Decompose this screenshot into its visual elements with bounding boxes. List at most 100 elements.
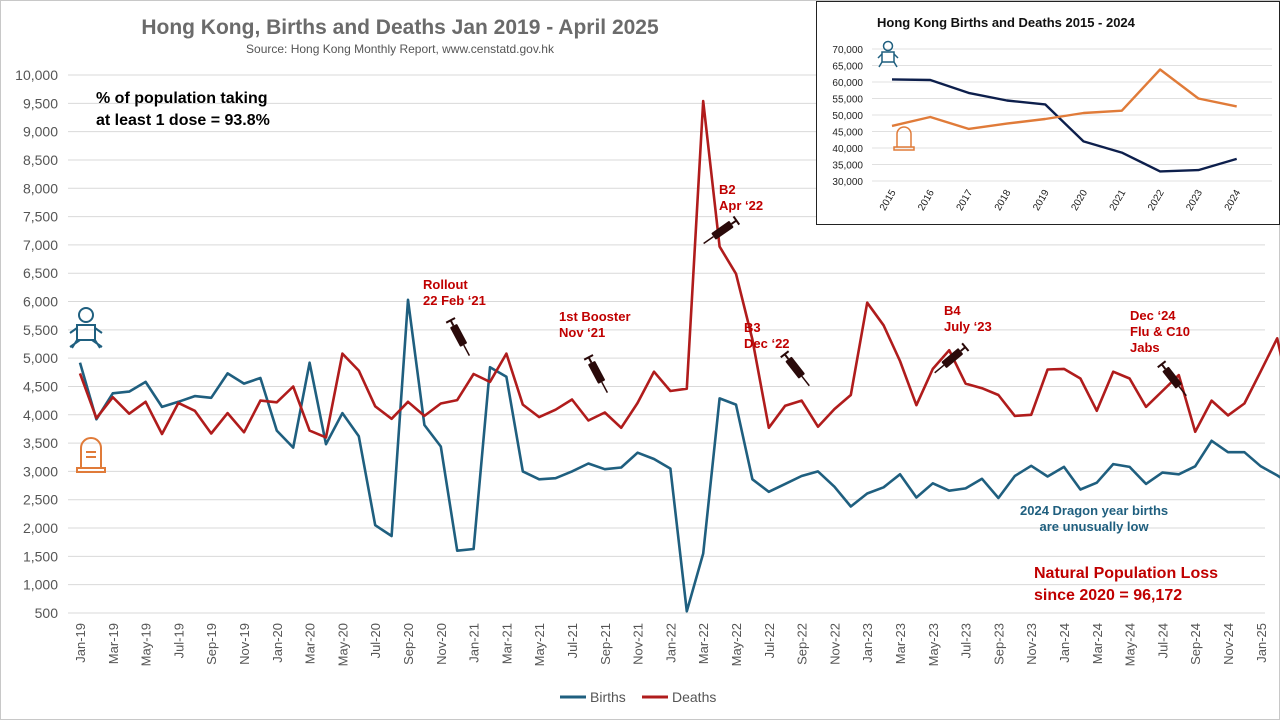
inset-y-tick-label: 70,000 — [832, 45, 863, 56]
main-x-tick-label: Jul-22 — [762, 623, 777, 658]
legend-deaths-label: Deaths — [672, 689, 716, 705]
b3-annotation: B3 Dec ‘22 — [744, 320, 790, 352]
loss-line2: since 2020 = 96,172 — [1034, 587, 1183, 604]
inset-chart-svg: Hong Kong Births and Deaths 2015 - 2024 … — [832, 15, 1272, 213]
inset-x-tick-label: 2024 — [1223, 188, 1244, 213]
main-x-tick-label: Jul-19 — [171, 623, 186, 658]
syringe-barrel — [785, 356, 805, 379]
main-x-tick-label: Jul-24 — [1155, 623, 1170, 658]
syringe-plunger — [783, 353, 790, 360]
main-x-tick-label: Jul-20 — [368, 623, 383, 658]
booster-line1: 1st Booster — [559, 309, 631, 324]
syringe-icon — [780, 350, 810, 387]
syringe-handle — [732, 215, 741, 226]
main-x-tick-label: Jan-22 — [663, 623, 678, 663]
inset-x-tick-label: 2022 — [1146, 188, 1167, 213]
rollout-line2: 22 Feb ‘21 — [423, 293, 486, 308]
flu-annotation: Dec ‘24 Flu & C10 Jabs — [1130, 308, 1190, 356]
inset-x-tick-label: 2019 — [1031, 188, 1052, 213]
main-x-tick-label: Mar-24 — [1090, 623, 1105, 664]
syringe-plunger — [449, 319, 455, 327]
deaths-line — [78, 99, 1280, 439]
main-y-tick-label: 10,000 — [15, 67, 58, 83]
syringe-icon — [1157, 360, 1187, 397]
main-x-tick-label: Jan-21 — [467, 623, 482, 663]
legend-births-label: Births — [590, 689, 626, 705]
main-x-tick-label: Nov-19 — [237, 623, 252, 665]
syringe-barrel — [450, 324, 467, 347]
syringe-icon — [445, 317, 471, 357]
main-gridlines — [68, 74, 1265, 614]
main-y-tick-label: 8,500 — [23, 152, 58, 168]
main-y-tick-label: 5,000 — [23, 350, 58, 366]
inset-x-tick-label: 2023 — [1184, 188, 1205, 213]
dragon-annotation: 2024 Dragon year births are unusually lo… — [1020, 503, 1168, 535]
main-x-tick-label: Sep-21 — [598, 623, 613, 665]
main-x-tick-label: Nov-24 — [1221, 623, 1236, 665]
inset-chart-title: Hong Kong Births and Deaths 2015 - 2024 — [877, 15, 1136, 30]
main-x-tick-label: Mar-22 — [696, 623, 711, 664]
baby-icon — [69, 307, 103, 349]
main-chart-subtitle: Source: Hong Kong Monthly Report, www.ce… — [246, 42, 555, 56]
main-x-tick-label: Sep-23 — [991, 623, 1006, 665]
inset-births-line — [891, 78, 1238, 173]
inset-x-tick-label: 2017 — [955, 188, 976, 213]
main-x-tick-label: May-21 — [532, 623, 547, 666]
main-series-lines — [78, 99, 1280, 613]
inset-y-tick-label: 45,000 — [832, 128, 863, 139]
inset-y-tick-label: 30,000 — [832, 177, 863, 188]
syringe-handle — [780, 350, 790, 359]
rollout-annotation: Rollout 22 Feb ‘21 — [423, 277, 486, 309]
flu-line2: Flu & C10 — [1130, 324, 1190, 339]
main-x-tick-label: May-23 — [926, 623, 941, 666]
main-y-tick-label: 8,000 — [23, 180, 58, 196]
syringe-icon — [583, 354, 609, 394]
main-x-tick-label: Nov-21 — [631, 623, 646, 665]
main-y-tick-label: 5,500 — [23, 322, 58, 338]
main-x-tick-label: Nov-23 — [1024, 623, 1039, 665]
main-x-tick-label: Jan-19 — [73, 623, 88, 663]
dose-note-line2: at least 1 dose = 93.8% — [96, 112, 270, 129]
syringe-needle — [801, 375, 810, 387]
main-y-tick-label: 500 — [35, 605, 59, 621]
inset-x-tick-label: 2018 — [993, 188, 1014, 213]
main-x-tick-label: Sep-22 — [795, 623, 810, 665]
inset-y-tick-label: 60,000 — [832, 78, 863, 89]
syringe-icon — [934, 342, 970, 374]
main-x-tick-label: Jan-23 — [860, 623, 875, 663]
syringe-barrel — [711, 221, 734, 240]
inset-y-tick-label: 40,000 — [832, 144, 863, 155]
main-x-tick-label: Jan-25 — [1254, 623, 1269, 663]
b2-line2: Apr ‘22 — [719, 198, 764, 213]
syringe-handle — [961, 342, 970, 352]
syringe-needle — [601, 381, 609, 394]
main-x-tick-label: Mar-23 — [893, 623, 908, 664]
syringe-barrel — [1162, 366, 1182, 389]
tombstone-icon — [893, 126, 915, 151]
main-x-tick-label: Sep-19 — [204, 623, 219, 665]
b4-annotation: B4 July ‘23 — [944, 303, 992, 335]
flu-line3: Jabs — [1130, 340, 1160, 355]
syringe-barrel — [941, 348, 963, 368]
flu-line1: Dec ‘24 — [1130, 308, 1176, 323]
inset-y-tick-label: 65,000 — [832, 62, 863, 73]
syringe-barrel — [588, 361, 605, 384]
main-y-tick-label: 2,500 — [23, 492, 58, 508]
main-x-tick-label: Mar-21 — [499, 623, 514, 664]
syringe-handle — [1157, 360, 1167, 369]
main-x-tick-label: Jan-24 — [1057, 623, 1072, 663]
inset-x-tick-label: 2020 — [1069, 188, 1090, 213]
main-x-tick-label: Mar-20 — [303, 623, 318, 664]
main-x-tick-label: May-20 — [335, 623, 350, 666]
main-x-tick-label: Mar-19 — [106, 623, 121, 664]
main-x-tick-label: May-22 — [729, 623, 744, 666]
main-icons — [69, 215, 1187, 473]
inset-x-tick-label: 2016 — [916, 188, 937, 213]
syringe-needle — [463, 344, 471, 357]
baby-icon — [877, 40, 899, 68]
syringe-needle — [1178, 385, 1187, 397]
main-y-tick-label: 7,000 — [23, 237, 58, 253]
syringe-needle — [934, 364, 945, 374]
main-y-tick-label: 1,000 — [23, 577, 58, 593]
